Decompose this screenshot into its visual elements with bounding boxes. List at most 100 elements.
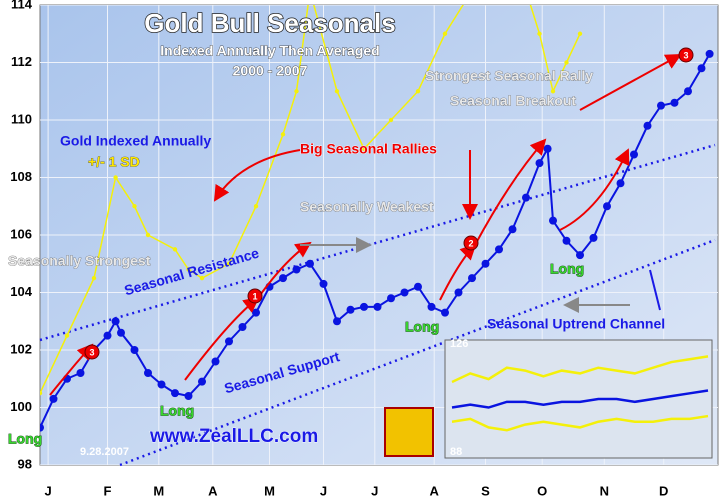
point xyxy=(576,251,584,260)
long-label: Long xyxy=(8,431,42,447)
x-tick-label: A xyxy=(208,483,218,498)
point xyxy=(589,233,598,242)
point xyxy=(705,49,714,58)
point xyxy=(670,98,679,107)
point xyxy=(346,305,355,314)
point xyxy=(40,390,43,396)
marker-circle xyxy=(463,235,479,251)
point xyxy=(643,121,652,130)
x-tick-label: F xyxy=(104,483,112,498)
point xyxy=(564,60,569,65)
y-tick-label: 104 xyxy=(10,284,32,299)
marker-circle xyxy=(678,47,694,63)
point xyxy=(253,204,259,209)
x-tick-label: O xyxy=(537,483,547,498)
point xyxy=(360,302,368,311)
annotation: Gold Indexed Annually xyxy=(60,133,211,149)
marker-circle xyxy=(84,344,100,360)
point xyxy=(537,31,542,36)
annotation: Strongest Seasonal Rally xyxy=(425,68,593,84)
inset-label: 126 xyxy=(450,338,468,350)
support-line xyxy=(119,238,716,467)
y-tick-label: 100 xyxy=(10,399,32,414)
point xyxy=(549,216,557,225)
point xyxy=(64,333,70,338)
point xyxy=(171,389,179,398)
inset-line xyxy=(451,355,709,384)
point xyxy=(319,279,328,288)
series-line xyxy=(40,5,581,394)
inset-line xyxy=(451,414,709,432)
chart-title: Gold Bull Seasonals xyxy=(144,8,395,38)
point xyxy=(103,331,112,340)
marker-label: 2 xyxy=(468,238,473,248)
long-label: Long xyxy=(550,261,584,277)
annotation: Seasonal Uptrend Channel xyxy=(487,316,665,332)
inset-label: 88 xyxy=(450,446,462,458)
point xyxy=(292,265,301,274)
point xyxy=(603,202,611,211)
point xyxy=(91,275,97,281)
x-tick-label: S xyxy=(481,483,490,498)
x-tick-label: A xyxy=(430,483,440,498)
point xyxy=(225,337,233,346)
point xyxy=(550,89,556,94)
marker-label: 3 xyxy=(683,50,688,60)
point xyxy=(111,317,120,326)
point xyxy=(495,245,503,254)
point xyxy=(184,392,193,400)
point xyxy=(186,267,191,272)
point xyxy=(333,317,341,326)
point xyxy=(414,282,422,291)
point xyxy=(198,377,206,386)
x-tick-label: J xyxy=(44,483,51,498)
x-tick-label: J xyxy=(371,483,378,498)
point xyxy=(211,357,220,366)
point xyxy=(442,31,448,36)
marker-label: 3 xyxy=(89,347,94,357)
y-tick-label: 114 xyxy=(11,0,33,11)
point xyxy=(361,146,367,151)
point xyxy=(117,328,125,337)
point xyxy=(630,150,638,159)
date: 9.28.2007 xyxy=(80,446,129,458)
x-tick-label: D xyxy=(659,483,668,498)
point xyxy=(132,204,137,209)
point xyxy=(334,89,340,94)
y-tick-label: 110 xyxy=(11,111,32,126)
point xyxy=(280,132,286,137)
point xyxy=(616,179,625,188)
point xyxy=(130,346,139,354)
annotation: Big Seasonal Rallies xyxy=(300,141,437,157)
point xyxy=(481,259,490,268)
point xyxy=(157,380,166,389)
point xyxy=(252,308,260,317)
point xyxy=(468,274,476,283)
point xyxy=(577,31,583,36)
inset xyxy=(444,339,713,459)
point xyxy=(522,193,530,202)
y-tick-label: 112 xyxy=(11,54,32,69)
point xyxy=(279,274,287,283)
point xyxy=(388,117,394,123)
point xyxy=(49,394,58,403)
period: 2000 - 2007 xyxy=(233,63,308,79)
y-tick-label: 102 xyxy=(10,341,32,356)
point xyxy=(441,308,449,317)
point xyxy=(543,144,552,153)
long-label: Long xyxy=(160,403,194,419)
point xyxy=(144,369,152,377)
x-tick-label: J xyxy=(320,483,327,498)
point xyxy=(238,323,247,331)
marker-label: 1 xyxy=(252,291,257,301)
marker-circle xyxy=(247,288,263,304)
point xyxy=(199,275,205,281)
annotation: Seasonally Strongest xyxy=(8,253,151,269)
point xyxy=(172,247,178,252)
annotation: Seasonal Breakout xyxy=(450,93,576,109)
y-tick-label: 98 xyxy=(18,456,32,471)
point xyxy=(657,101,665,110)
point xyxy=(145,232,151,238)
subtitle: Indexed Annually Then Averaged xyxy=(160,43,379,59)
long-label: Long xyxy=(405,319,439,335)
